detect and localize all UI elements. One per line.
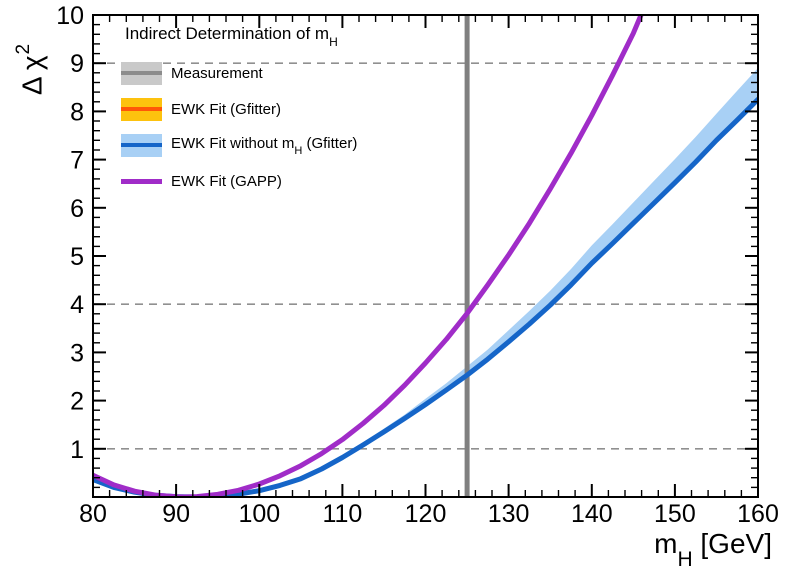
y-tick-label-9: 9 [70, 50, 84, 78]
legend-label-ewk-fit-gfitter: EWK Fit (Gfitter) [171, 100, 281, 118]
y-tick-label-5: 5 [70, 243, 84, 271]
ewk-fit-gfitter-swatch-line [121, 107, 162, 112]
y-tick-label-10: 10 [56, 2, 84, 30]
x-tick-label-140: 140 [571, 500, 613, 528]
ewk-fit-gfitter-swatch [121, 97, 162, 121]
measurement-swatch [121, 61, 162, 85]
x-tick-label-110: 110 [322, 500, 362, 528]
y-axis-title: Δ χ2 [13, 43, 48, 96]
y-tick-label-3: 3 [70, 339, 84, 367]
axis-ticks [92, 14, 759, 498]
x-axis-subscript: H [677, 547, 693, 568]
y-tick-label-8: 8 [70, 98, 84, 126]
y-tick-label-4: 4 [70, 291, 84, 319]
x-tick-label-130: 130 [488, 500, 530, 528]
legend-item-measurement: Measurement [121, 55, 357, 91]
ewk-fit-without-mh-swatch-line [121, 143, 162, 148]
y-tick-label-6: 6 [70, 195, 84, 223]
legend: Indirect Determination of mH Measurement… [121, 24, 357, 199]
ewk-fit-gapp-swatch-line [121, 178, 162, 184]
legend-label-ewk-fit-gapp: EWK Fit (GAPP) [171, 172, 282, 190]
x-tick-label-80: 80 [79, 500, 107, 528]
legend-item-ewk-fit-gfitter: EWK Fit (Gfitter) [121, 91, 357, 127]
ewk-fit-without-mh-swatch [121, 133, 162, 157]
x-axis-title: mH [GeV] [654, 528, 772, 568]
legend-label-ewk-fit-without-mh: EWK Fit without mH (Gfitter) [171, 135, 358, 158]
x-tick-label-100: 100 [238, 500, 280, 528]
y-tick-label-2: 2 [70, 388, 84, 416]
x-tick-label-160: 160 [737, 500, 779, 528]
x-tick-label-150: 150 [654, 500, 696, 528]
legend-title: Indirect Determination of mH [125, 24, 338, 50]
ewk-fit-gapp-swatch [121, 170, 162, 193]
legend-item-ewk-fit-without-mh: EWK Fit without mH (Gfitter) [121, 127, 357, 163]
x-tick-label-120: 120 [405, 500, 447, 528]
axis-tick-labels: 80 90 100 110 120 130 140 150 160 1 2 3 4 5 6 7 8 9 10 [56, 2, 779, 528]
legend-label-measurement: Measurement [171, 64, 263, 82]
x-tick-label-90: 90 [162, 500, 190, 528]
measurement-swatch-line [121, 71, 162, 76]
y-tick-label-1: 1 [70, 436, 84, 464]
y-axis-exponent: 2 [13, 43, 34, 55]
y-tick-label-7: 7 [70, 147, 84, 175]
legend-item-ewk-fit-gapp: EWK Fit (GAPP) [121, 163, 357, 199]
